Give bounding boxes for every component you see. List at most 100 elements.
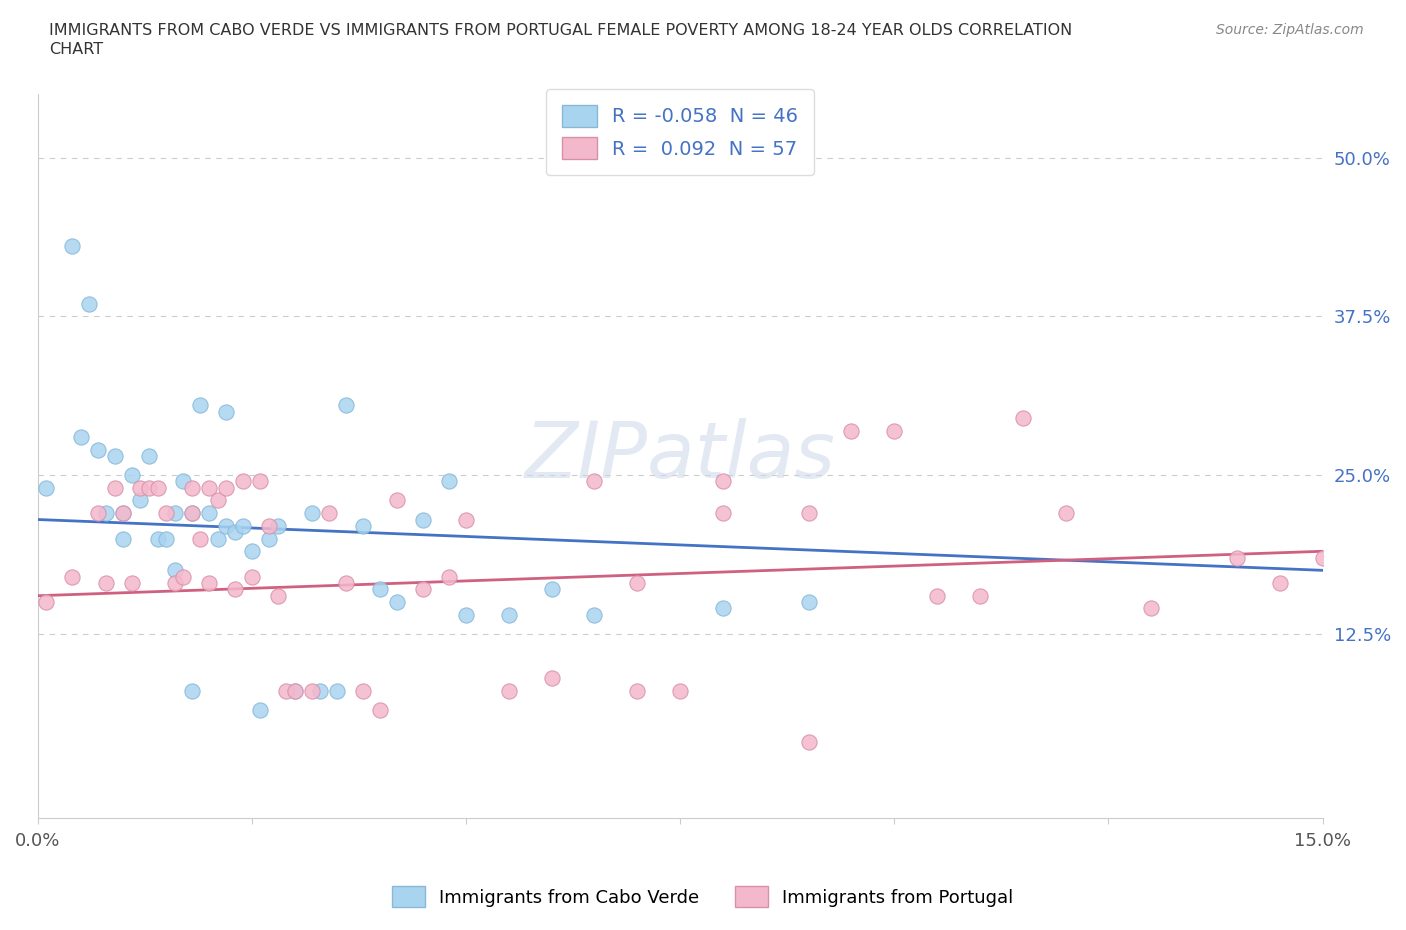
Point bbox=[249, 474, 271, 489]
Point bbox=[215, 518, 238, 533]
Point bbox=[35, 594, 58, 609]
Point bbox=[232, 518, 254, 533]
Point bbox=[96, 576, 118, 591]
Point bbox=[1226, 551, 1249, 565]
Point bbox=[454, 607, 477, 622]
Point bbox=[335, 576, 357, 591]
Point bbox=[669, 684, 692, 698]
Point bbox=[352, 684, 374, 698]
Point bbox=[198, 506, 221, 521]
Text: IMMIGRANTS FROM CABO VERDE VS IMMIGRANTS FROM PORTUGAL FEMALE POVERTY AMONG 18-2: IMMIGRANTS FROM CABO VERDE VS IMMIGRANTS… bbox=[49, 23, 1073, 38]
Point bbox=[1140, 601, 1163, 616]
Point bbox=[172, 569, 194, 584]
Point bbox=[301, 684, 323, 698]
Point bbox=[540, 671, 562, 685]
Point bbox=[309, 684, 332, 698]
Point bbox=[198, 480, 221, 495]
Point bbox=[112, 506, 135, 521]
Point bbox=[583, 474, 606, 489]
Point bbox=[35, 480, 58, 495]
Point bbox=[172, 474, 194, 489]
Legend: R = -0.058  N = 46, R =  0.092  N = 57: R = -0.058 N = 46, R = 0.092 N = 57 bbox=[547, 89, 814, 175]
Point bbox=[215, 405, 238, 419]
Point bbox=[86, 442, 108, 457]
Point bbox=[257, 518, 280, 533]
Point bbox=[318, 506, 340, 521]
Legend: Immigrants from Cabo Verde, Immigrants from Portugal: Immigrants from Cabo Verde, Immigrants f… bbox=[384, 877, 1022, 916]
Point bbox=[540, 582, 562, 597]
Point bbox=[215, 480, 238, 495]
Point bbox=[180, 506, 202, 521]
Point bbox=[352, 518, 374, 533]
Point bbox=[266, 589, 288, 604]
Point bbox=[284, 684, 307, 698]
Point bbox=[583, 607, 606, 622]
Point bbox=[155, 531, 177, 546]
Point bbox=[207, 493, 229, 508]
Point bbox=[138, 448, 160, 463]
Point bbox=[387, 493, 409, 508]
Point bbox=[969, 589, 991, 604]
Point bbox=[797, 735, 820, 750]
Text: Source: ZipAtlas.com: Source: ZipAtlas.com bbox=[1216, 23, 1364, 37]
Point bbox=[155, 506, 177, 521]
Point bbox=[1011, 410, 1033, 425]
Point bbox=[86, 506, 108, 521]
Point bbox=[138, 480, 160, 495]
Point bbox=[121, 576, 143, 591]
Point bbox=[240, 569, 263, 584]
Point bbox=[232, 474, 254, 489]
Point bbox=[240, 544, 263, 559]
Point bbox=[387, 594, 409, 609]
Point bbox=[129, 480, 152, 495]
Point bbox=[1054, 506, 1077, 521]
Point bbox=[180, 480, 202, 495]
Point bbox=[284, 684, 307, 698]
Point bbox=[146, 531, 169, 546]
Point bbox=[454, 512, 477, 527]
Point bbox=[498, 607, 520, 622]
Point bbox=[104, 448, 127, 463]
Point bbox=[412, 512, 434, 527]
Text: CHART: CHART bbox=[49, 42, 103, 57]
Point bbox=[274, 684, 297, 698]
Point bbox=[163, 506, 186, 521]
Point bbox=[163, 576, 186, 591]
Point bbox=[96, 506, 118, 521]
Point bbox=[368, 702, 391, 717]
Point bbox=[180, 506, 202, 521]
Point bbox=[198, 576, 221, 591]
Point bbox=[498, 684, 520, 698]
Point bbox=[249, 702, 271, 717]
Point bbox=[437, 569, 460, 584]
Point bbox=[1268, 576, 1291, 591]
Point bbox=[711, 474, 734, 489]
Point bbox=[112, 506, 135, 521]
Point bbox=[190, 398, 212, 413]
Point bbox=[797, 594, 820, 609]
Point bbox=[69, 430, 91, 445]
Point bbox=[711, 601, 734, 616]
Point bbox=[301, 506, 323, 521]
Point bbox=[368, 582, 391, 597]
Point bbox=[129, 493, 152, 508]
Point bbox=[112, 531, 135, 546]
Point bbox=[224, 525, 246, 539]
Point bbox=[883, 423, 905, 438]
Point bbox=[60, 239, 83, 254]
Point bbox=[412, 582, 434, 597]
Point bbox=[841, 423, 863, 438]
Point bbox=[121, 468, 143, 483]
Point bbox=[626, 684, 648, 698]
Point bbox=[180, 684, 202, 698]
Point bbox=[190, 531, 212, 546]
Point bbox=[146, 480, 169, 495]
Point bbox=[1312, 551, 1334, 565]
Point bbox=[711, 506, 734, 521]
Point bbox=[326, 684, 349, 698]
Point bbox=[163, 563, 186, 578]
Point bbox=[797, 506, 820, 521]
Point bbox=[224, 582, 246, 597]
Point bbox=[626, 576, 648, 591]
Point bbox=[335, 398, 357, 413]
